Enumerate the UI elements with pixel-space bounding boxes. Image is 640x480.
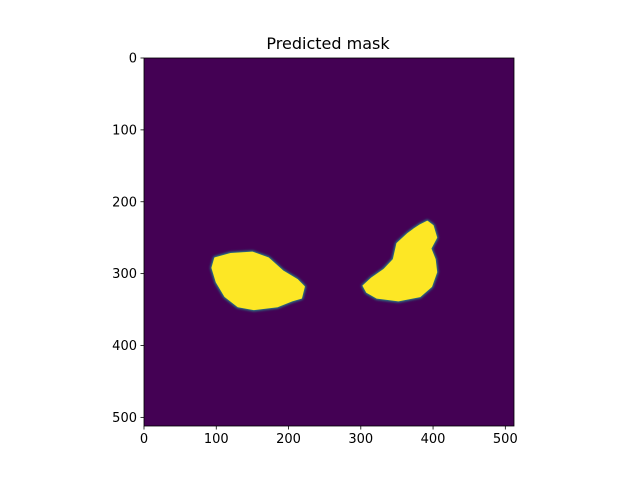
x-tick-label: 500 bbox=[493, 432, 518, 447]
chart-title: Predicted mask bbox=[266, 34, 390, 53]
x-tick-label: 0 bbox=[140, 432, 148, 447]
x-tick-label: 200 bbox=[276, 432, 301, 447]
y-tick-label: 400 bbox=[112, 339, 137, 354]
y-tick-label: 100 bbox=[112, 123, 137, 138]
y-tick-label: 200 bbox=[112, 195, 137, 210]
y-axis: 0 100 200 300 400 500 bbox=[112, 52, 144, 426]
x-tick-label: 400 bbox=[421, 432, 446, 447]
y-tick-label: 0 bbox=[129, 52, 137, 67]
mask-background bbox=[144, 58, 514, 426]
x-axis: 0 100 200 300 400 500 bbox=[140, 426, 518, 447]
y-tick-label: 300 bbox=[112, 267, 137, 282]
y-tick-label: 500 bbox=[112, 411, 137, 426]
x-tick-label: 300 bbox=[348, 432, 373, 447]
x-tick-label: 100 bbox=[204, 432, 229, 447]
